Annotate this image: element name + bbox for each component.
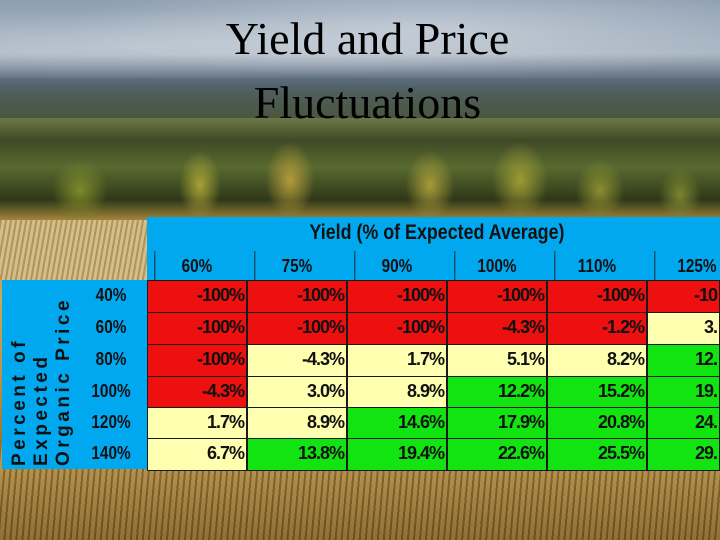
table-cell: 3. [647, 312, 720, 345]
slide-title-line2: Fluctuations [253, 77, 482, 128]
yield-price-table: Yield (% of Expected Average) 60% 75% 90% 1… [2, 217, 720, 471]
table-cell: 17.9% [447, 407, 547, 440]
table-cell: -100% [247, 312, 347, 345]
table-cell: 12.2% [447, 376, 547, 409]
row-header: 80% [95, 349, 127, 369]
table-cell: -4.3% [447, 312, 547, 345]
table-cell: 24. [647, 407, 720, 440]
table-cell: -100% [247, 280, 347, 313]
table-cell: 1.7% [347, 344, 447, 377]
table-cell: -100% [347, 312, 447, 345]
table-cell: -100% [447, 280, 547, 313]
table-cell: 6.7% [147, 438, 247, 471]
table-cell: 15.2% [547, 376, 647, 409]
row-header: 60% [95, 317, 127, 337]
side-header-bg [2, 280, 147, 469]
table-cell: 25.5% [547, 438, 647, 471]
table-cell: -4.3% [247, 344, 347, 377]
side-header-line2: Expected [31, 353, 52, 466]
table-cell: 8.9% [247, 407, 347, 440]
top-header-bg [147, 217, 720, 282]
row-header: 140% [91, 443, 131, 463]
table-cell: 8.2% [547, 344, 647, 377]
table-cell: -100% [547, 280, 647, 313]
table-cell: 8.9% [347, 376, 447, 409]
table-cell: 19.4% [347, 438, 447, 471]
table-cell: -1.2% [547, 312, 647, 345]
col-header: 90% [354, 251, 438, 281]
col-header: 100% [454, 251, 538, 281]
slide-title-line1: Yield and Price [225, 13, 510, 64]
distant-hills [0, 78, 720, 118]
col-header: 125% [654, 251, 720, 281]
col-header: 60% [154, 251, 238, 281]
table-cell: 19. [647, 376, 720, 409]
row-header: 120% [91, 412, 131, 432]
table-cell: 29. [647, 438, 720, 471]
table-cell: -100% [147, 312, 247, 345]
side-header-line3: Organic Price [53, 296, 74, 466]
table-cell: -100% [147, 344, 247, 377]
table-cell: 1.7% [147, 407, 247, 440]
col-header: 75% [254, 251, 338, 281]
table-cell: 20.8% [547, 407, 647, 440]
table-cell: 22.6% [447, 438, 547, 471]
yield-header: Yield (% of Expected Average) [309, 221, 565, 244]
table-cell: 3.0% [247, 376, 347, 409]
row-header: 40% [95, 285, 127, 305]
table-cell: 12. [647, 344, 720, 377]
wheat-patch [0, 220, 150, 280]
table-cell: 13.8% [247, 438, 347, 471]
tree-line [0, 130, 720, 220]
sky-clouds [0, 0, 720, 90]
table-cell: -10 [647, 280, 720, 313]
table-cell: 5.1% [447, 344, 547, 377]
side-header-line1: Percent of [9, 338, 30, 466]
col-header: 110% [554, 251, 638, 281]
table-cell: -4.3% [147, 376, 247, 409]
row-header: 100% [91, 381, 131, 401]
table-cell: -100% [347, 280, 447, 313]
table-cell: -100% [147, 280, 247, 313]
table-cell: 14.6% [347, 407, 447, 440]
